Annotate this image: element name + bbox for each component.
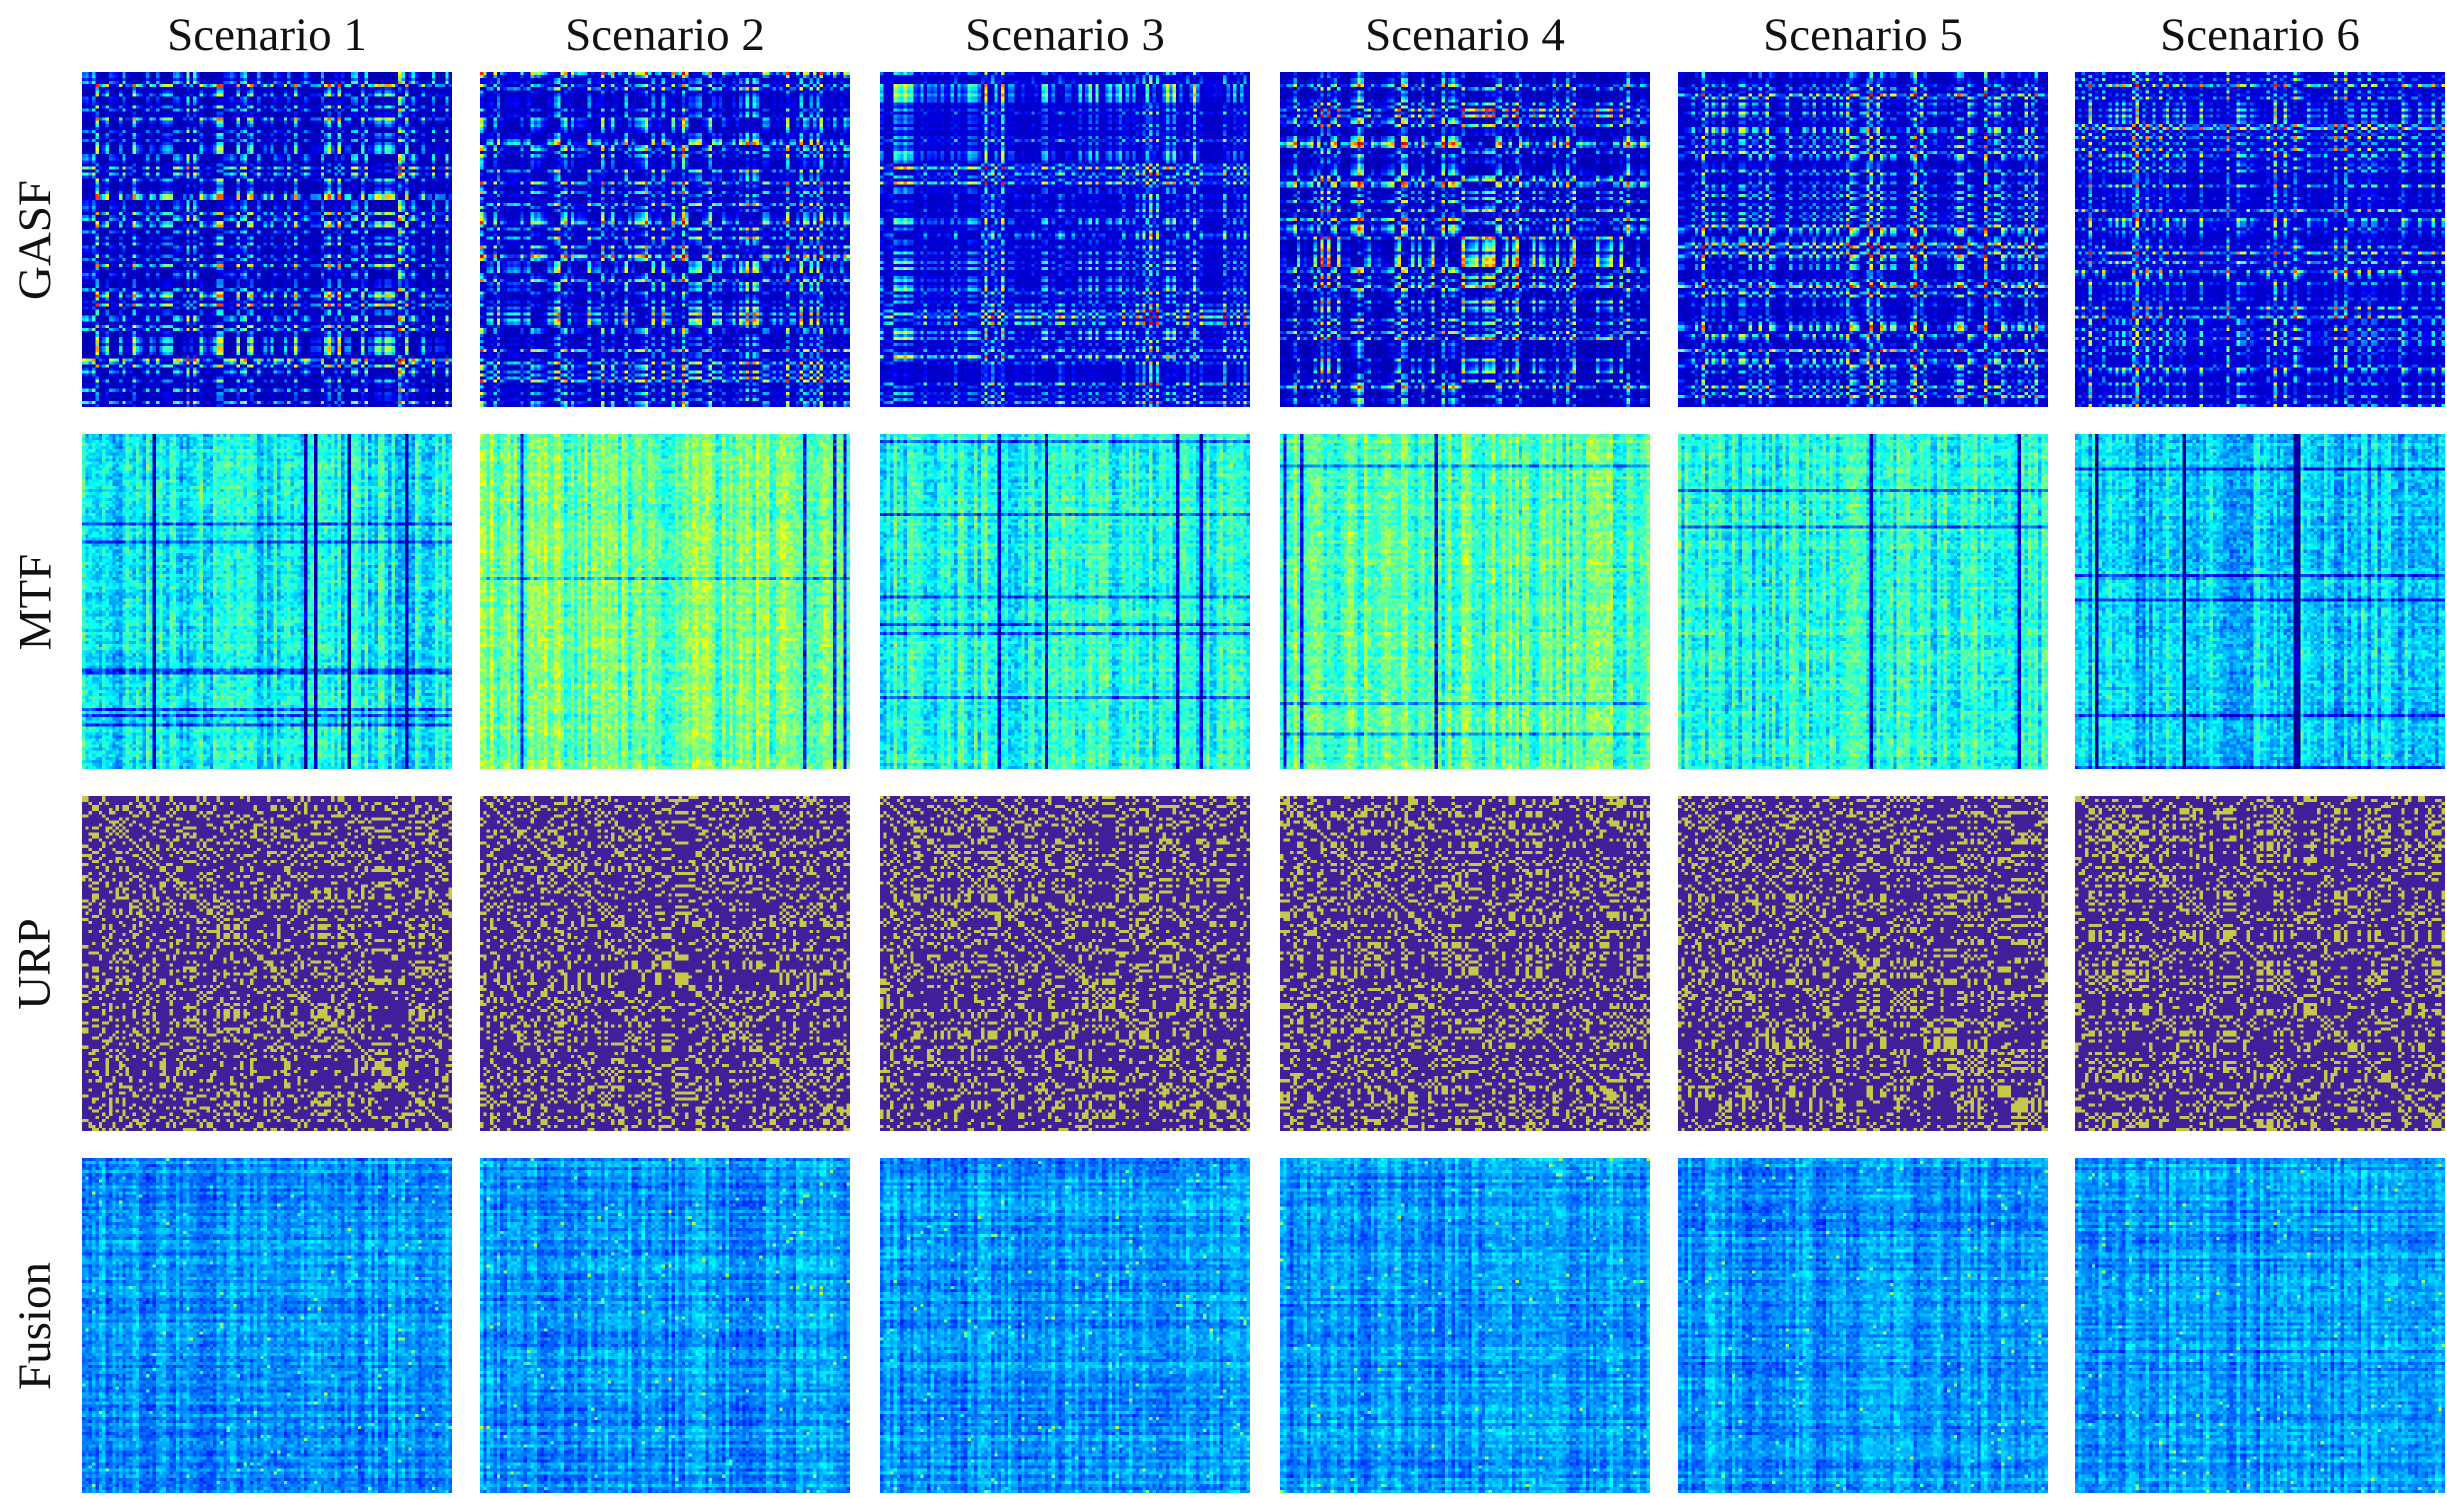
row-label-text: MTF [9,553,62,650]
row-label-mtf: MTF [0,434,70,769]
panel-gasf-scenario-6 [2075,72,2445,407]
panel-urp-scenario-4 [1280,796,1650,1131]
row-label-text: GASF [9,179,62,300]
column-header-scenario-1: Scenario 1 [167,9,367,61]
panel-mtf-scenario-1 [82,434,452,769]
panel-fusion-scenario-1 [82,1158,452,1493]
panel-mtf-scenario-6 [2075,434,2445,769]
row-label-gasf: GASF [0,72,70,407]
panel-mtf-scenario-4 [1280,434,1650,769]
panel-urp-scenario-5 [1678,796,2048,1131]
panel-gasf-scenario-2 [480,72,850,407]
row-label-fusion: Fusion [0,1158,70,1493]
panel-fusion-scenario-3 [880,1158,1250,1493]
column-header-scenario-4: Scenario 4 [1365,9,1565,61]
panel-gasf-scenario-5 [1678,72,2048,407]
panel-urp-scenario-6 [2075,796,2445,1131]
row-label-urp: URP [0,796,70,1131]
row-label-text: Fusion [9,1261,61,1390]
panel-gasf-scenario-1 [82,72,452,407]
panel-fusion-scenario-4 [1280,1158,1650,1493]
panel-mtf-scenario-5 [1678,434,2048,769]
panel-gasf-scenario-4 [1280,72,1650,407]
column-header-scenario-3: Scenario 3 [965,9,1165,61]
column-header-scenario-2: Scenario 2 [565,9,765,61]
panel-fusion-scenario-6 [2075,1158,2445,1493]
panel-mtf-scenario-3 [880,434,1250,769]
panel-urp-scenario-2 [480,796,850,1131]
panel-fusion-scenario-5 [1678,1158,2048,1493]
column-header-scenario-6: Scenario 6 [2160,9,2360,61]
panel-fusion-scenario-2 [480,1158,850,1493]
column-header-scenario-5: Scenario 5 [1763,9,1963,61]
panel-urp-scenario-1 [82,796,452,1131]
row-label-text: URP [9,917,61,1010]
panel-gasf-scenario-3 [880,72,1250,407]
panel-mtf-scenario-2 [480,434,850,769]
panel-urp-scenario-3 [880,796,1250,1131]
